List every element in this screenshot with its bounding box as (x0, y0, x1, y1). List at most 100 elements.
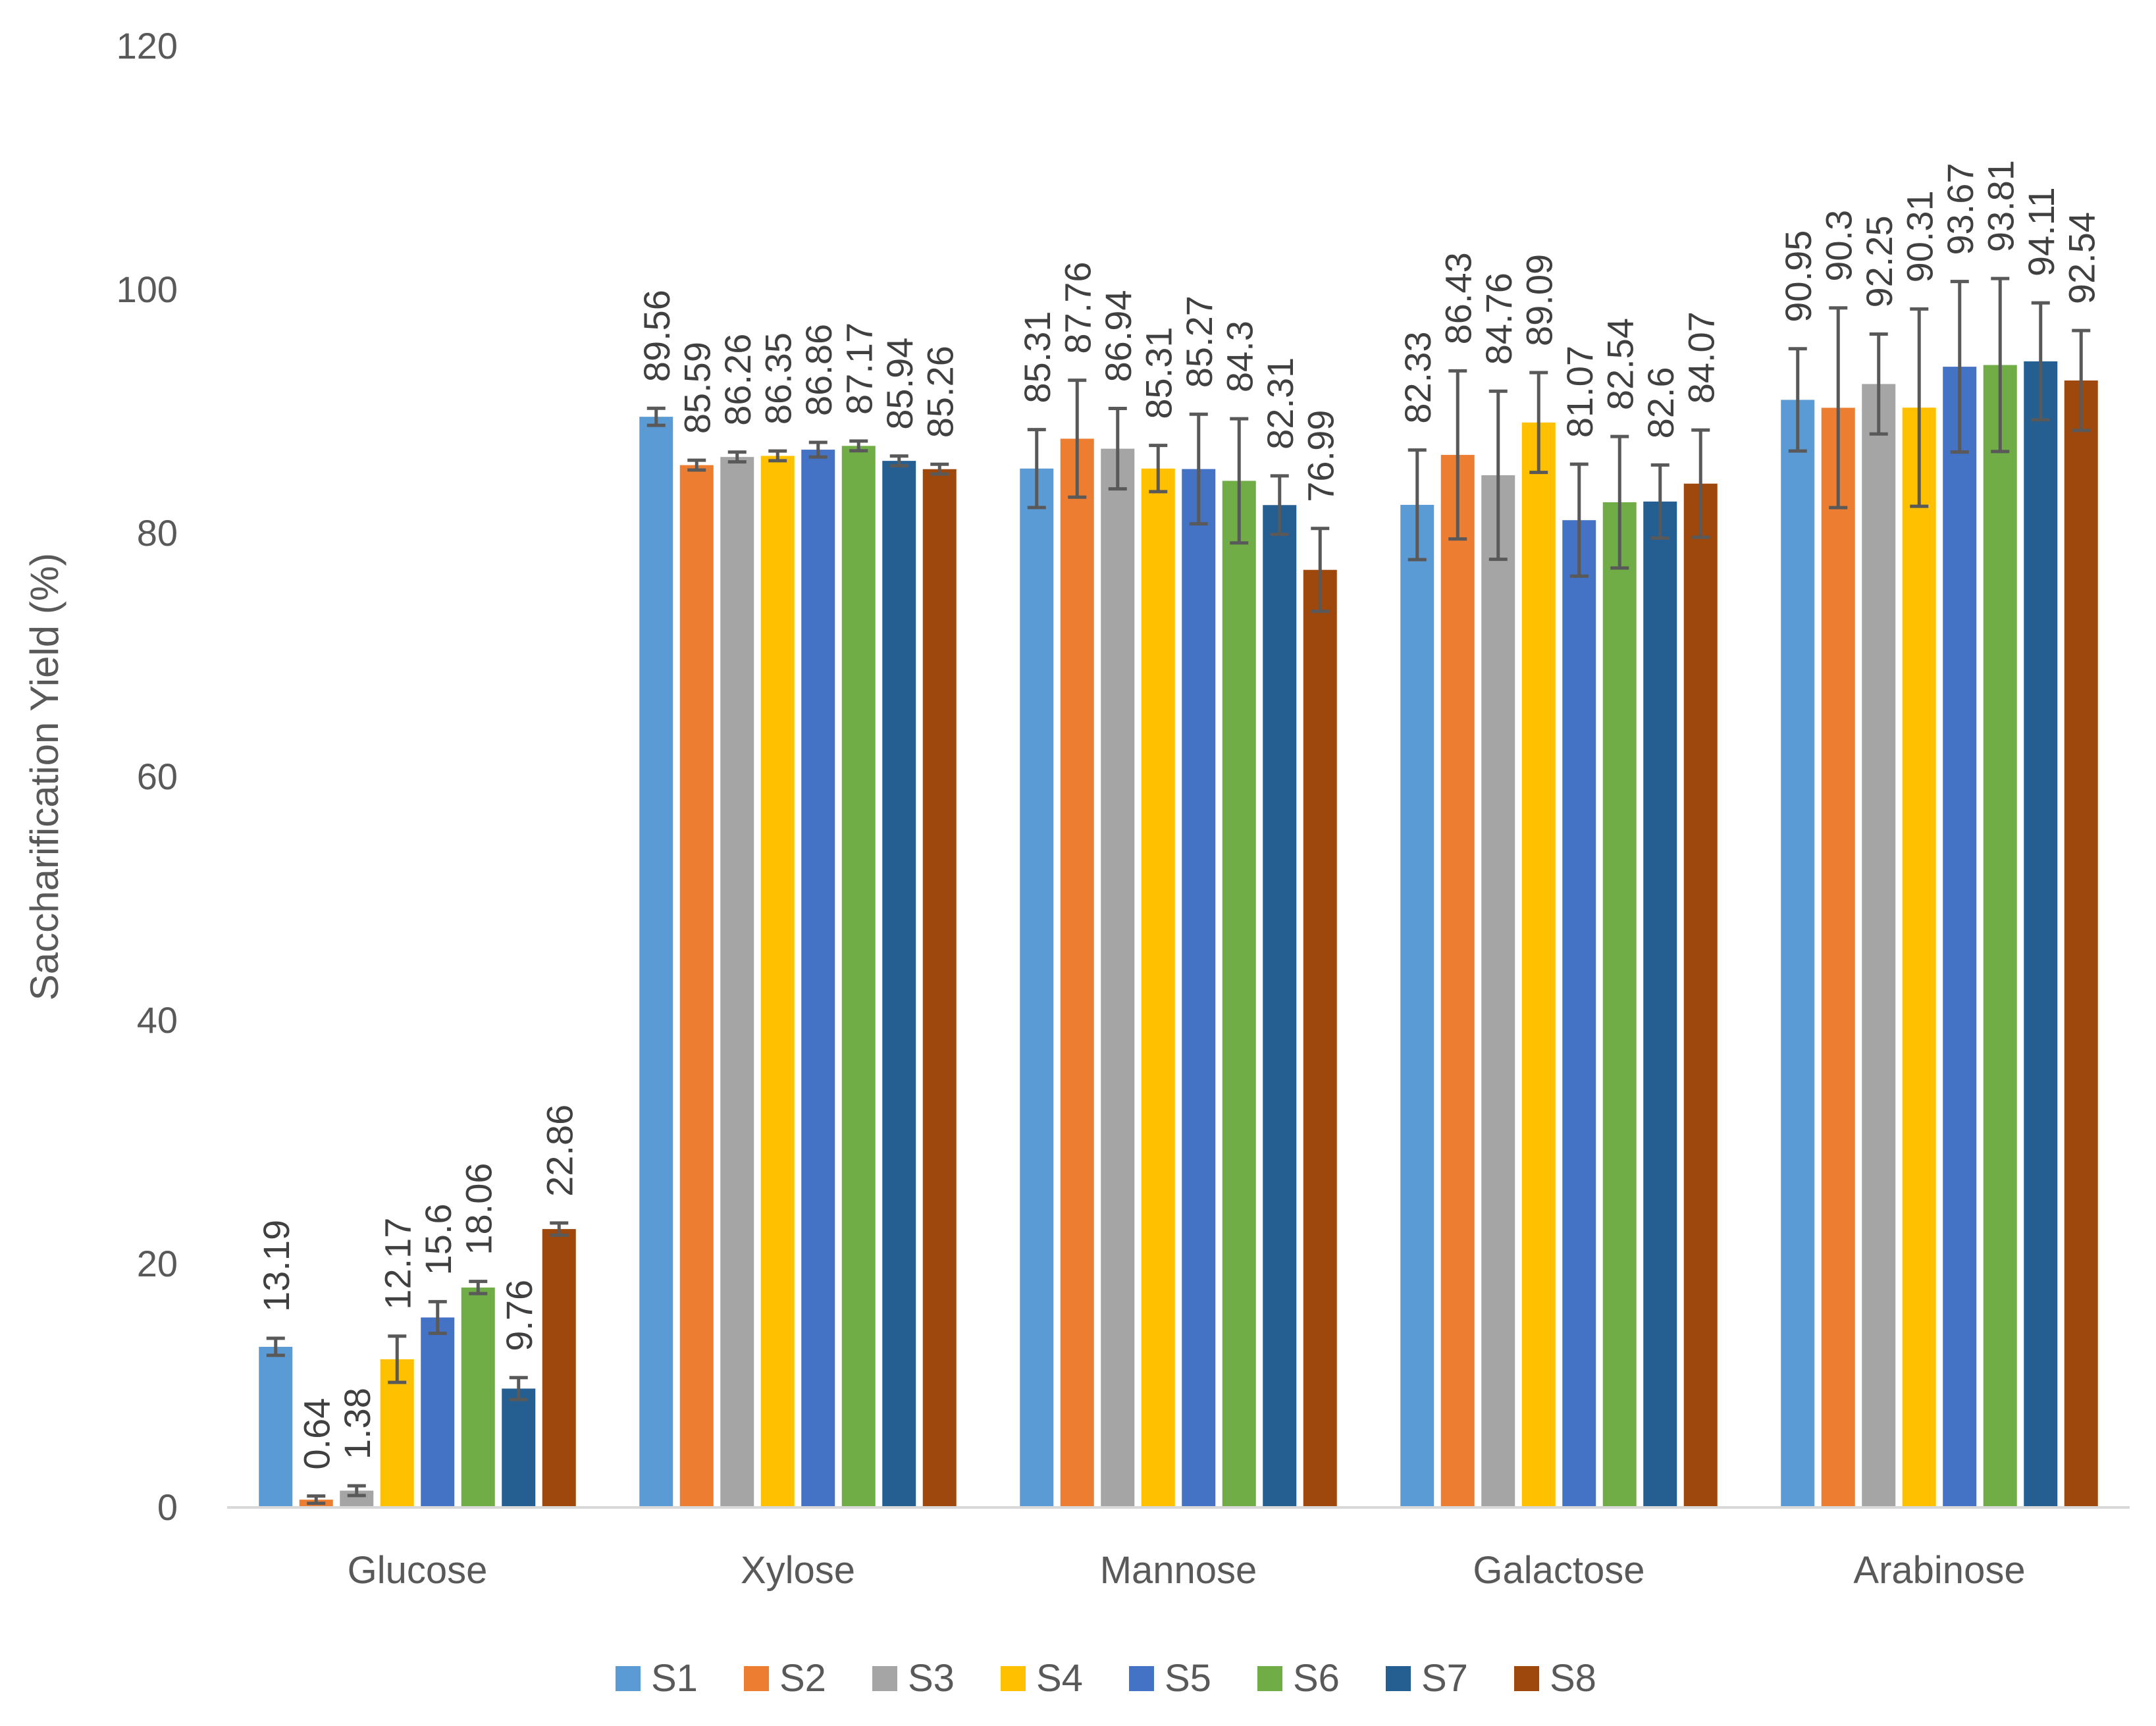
bar-s1-arabinose (1781, 400, 1815, 1507)
legend-label: S4 (1036, 1657, 1083, 1700)
error-bar (509, 1376, 528, 1401)
data-label: 86.26 (717, 334, 758, 426)
error-bar (550, 1221, 569, 1237)
bar-s7-xylose (882, 461, 916, 1507)
error-bar (1149, 444, 1168, 494)
data-label: 90.3 (1818, 210, 1859, 282)
error-bar (1610, 434, 1629, 570)
data-label: 9.76 (498, 1280, 540, 1351)
y-tick-label: 60 (137, 756, 178, 797)
bar-s7-arabinose (2024, 361, 2058, 1507)
legend-label: S3 (908, 1657, 955, 1700)
error-bar (307, 1494, 326, 1505)
data-label: 82.31 (1259, 357, 1301, 450)
data-label: 90.31 (1899, 190, 1940, 282)
data-label: 93.67 (1939, 163, 1981, 255)
data-label: 89.09 (1518, 254, 1560, 346)
error-bar (1189, 412, 1208, 526)
legend-item-s3[interactable]: S3 (872, 1657, 955, 1700)
legend-item-s4[interactable]: S4 (1001, 1657, 1083, 1700)
data-label: 93.81 (1980, 160, 2021, 252)
error-bar (1448, 369, 1467, 541)
bar-s2-arabinose (1821, 407, 1855, 1508)
data-label: 18.06 (458, 1163, 499, 1255)
bar-s4-xylose (760, 456, 795, 1507)
error-bar (428, 1299, 447, 1335)
bar-s3-arabinose (1862, 384, 1896, 1507)
error-bar (1407, 448, 1427, 562)
y-tick-label: 120 (117, 25, 178, 66)
legend-label: S2 (779, 1657, 826, 1700)
data-label: 0.64 (296, 1398, 337, 1470)
x-axis: Glucose Xylose Mannose Galactose Arabinose (348, 1549, 2026, 1592)
y-tick-label: 0 (157, 1486, 178, 1528)
y-tick-label: 40 (137, 999, 178, 1041)
error-bar (1650, 463, 1670, 540)
bar-s8-galactose (1683, 483, 1718, 1507)
data-label: 1.38 (336, 1388, 378, 1459)
bar-s8-xylose (922, 469, 957, 1508)
legend-swatch (616, 1666, 641, 1691)
y-tick-label: 100 (117, 269, 178, 310)
bar-s5-glucose (421, 1317, 455, 1507)
bar-s2-mannose (1060, 438, 1094, 1508)
legend-item-s7[interactable]: S7 (1386, 1657, 1468, 1700)
error-bar (727, 450, 747, 464)
legend-label: S6 (1293, 1657, 1340, 1700)
y-axis: 0 20 40 60 80 100 120 (117, 25, 178, 1528)
bar-s6-glucose (461, 1287, 495, 1507)
x-category-label: Xylose (741, 1549, 855, 1592)
error-bar (1529, 371, 1548, 475)
legend-item-s6[interactable]: S6 (1257, 1657, 1340, 1700)
bar-s3-galactose (1481, 475, 1515, 1508)
data-label: 82.6 (1640, 367, 1681, 438)
legend-swatch (1001, 1666, 1026, 1691)
y-axis-title: Saccharification Yield (%) (22, 553, 66, 1001)
bar-s3-mannose (1101, 448, 1135, 1507)
data-label: 84.76 (1478, 273, 1519, 365)
error-bar (1950, 280, 1969, 454)
data-label: 84.3 (1219, 321, 1260, 392)
bar-s1-glucose (259, 1346, 293, 1507)
error-bar (646, 406, 666, 427)
legend-label: S7 (1421, 1657, 1468, 1700)
data-label: 85.94 (879, 338, 920, 430)
bar-s8-glucose (542, 1229, 576, 1507)
bar-s4-mannose (1141, 468, 1175, 1507)
data-label: 84.07 (1680, 311, 1722, 404)
bar-s5-mannose (1182, 469, 1216, 1507)
legend-item-s5[interactable]: S5 (1129, 1657, 1211, 1700)
error-bar (469, 1280, 488, 1295)
legend-label: S1 (651, 1657, 698, 1700)
y-tick-label: 20 (137, 1243, 178, 1284)
error-bar (687, 458, 706, 472)
legend-item-s2[interactable]: S2 (744, 1657, 826, 1700)
legend-item-s1[interactable]: S1 (616, 1657, 698, 1700)
legend-swatch (1257, 1666, 1282, 1691)
error-bar (2031, 301, 2050, 422)
data-label: 12.17 (377, 1218, 418, 1310)
error-bar (1270, 474, 1289, 536)
legend-label: S5 (1165, 1657, 1211, 1700)
bar-s4-galactose (1521, 422, 1556, 1508)
bar-s7-mannose (1263, 505, 1297, 1507)
error-bar (808, 440, 828, 459)
legend-swatch (744, 1666, 769, 1691)
data-label: 13.19 (255, 1220, 297, 1312)
error-bar (1869, 332, 1888, 436)
bar-s1-xylose (639, 417, 673, 1507)
data-label: 85.31 (1016, 311, 1058, 403)
legend-swatch (1129, 1666, 1154, 1691)
error-bar-group (266, 276, 2091, 1505)
error-bar (1691, 428, 1710, 539)
bar-s5-galactose (1562, 520, 1596, 1507)
legend[interactable]: S1 S2 S3 S4 S5 S6 S7 S8 (616, 1657, 1596, 1700)
bar-s1-mannose (1020, 468, 1054, 1507)
legend-swatch (872, 1666, 897, 1691)
data-label: 94.11 (2020, 187, 2062, 276)
bar-s2-xylose (679, 465, 714, 1508)
error-bar (1829, 306, 1848, 510)
data-label: 22.86 (539, 1105, 580, 1197)
legend-item-s8[interactable]: S8 (1514, 1657, 1596, 1700)
data-label: 82.54 (1599, 318, 1641, 410)
